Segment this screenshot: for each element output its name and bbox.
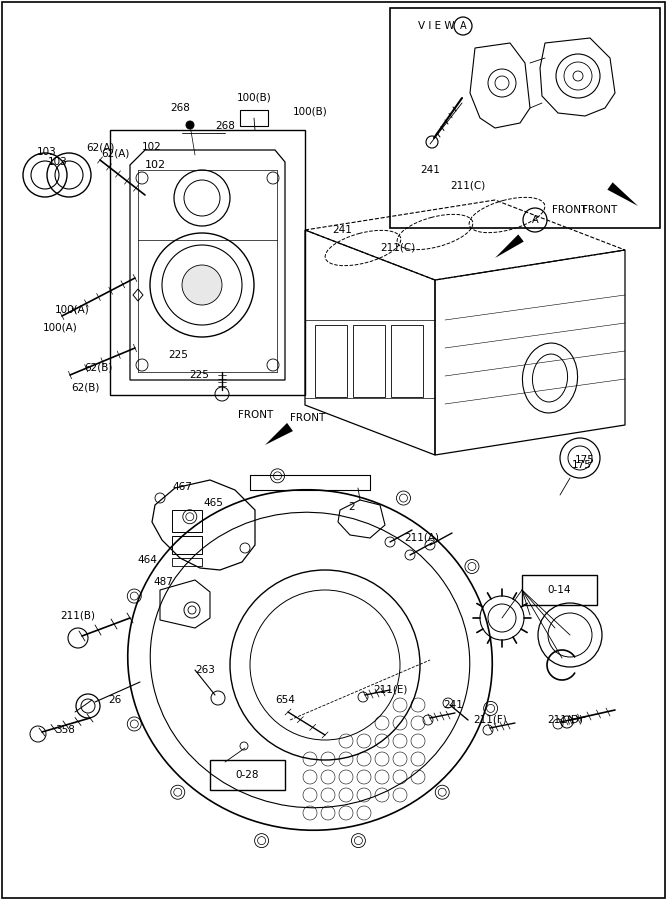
Text: 100(A): 100(A) xyxy=(55,305,89,315)
Text: 0-14: 0-14 xyxy=(547,585,571,595)
Text: 211(F): 211(F) xyxy=(473,715,507,725)
Bar xyxy=(522,575,597,605)
Text: FRONT: FRONT xyxy=(582,205,618,215)
Bar xyxy=(210,760,285,790)
Circle shape xyxy=(186,121,194,129)
Text: 467: 467 xyxy=(172,482,192,492)
Text: 102: 102 xyxy=(145,160,166,170)
Circle shape xyxy=(182,265,222,305)
Text: 100(B): 100(B) xyxy=(293,107,327,117)
Text: 263: 263 xyxy=(195,665,215,675)
Text: 211(C): 211(C) xyxy=(380,242,416,252)
Text: 62(A): 62(A) xyxy=(86,143,114,153)
Text: 358: 358 xyxy=(55,725,75,735)
Text: 225: 225 xyxy=(168,350,188,360)
Polygon shape xyxy=(608,183,638,206)
Text: 241: 241 xyxy=(332,225,352,235)
Bar xyxy=(172,510,202,532)
Text: 225: 225 xyxy=(189,370,209,380)
Text: 211(B): 211(B) xyxy=(61,611,95,621)
Bar xyxy=(315,325,347,397)
Text: 2: 2 xyxy=(349,502,356,512)
Text: FRONT: FRONT xyxy=(290,413,325,423)
Text: FRONT: FRONT xyxy=(238,410,273,420)
Text: A: A xyxy=(532,215,538,225)
Text: 175: 175 xyxy=(572,460,592,470)
Text: 241: 241 xyxy=(443,700,463,710)
Text: 26: 26 xyxy=(108,695,121,705)
Bar xyxy=(240,110,268,126)
Text: 100(A): 100(A) xyxy=(43,323,77,333)
Polygon shape xyxy=(265,423,293,445)
Text: 465: 465 xyxy=(203,498,223,508)
Text: FRONT: FRONT xyxy=(552,205,588,215)
Text: 211(E): 211(E) xyxy=(373,685,407,695)
Text: 103: 103 xyxy=(37,147,57,157)
Text: 487: 487 xyxy=(153,577,173,587)
Polygon shape xyxy=(495,234,524,258)
Bar xyxy=(110,130,305,395)
Text: 268: 268 xyxy=(215,121,235,131)
Text: 0-28: 0-28 xyxy=(235,770,259,780)
Text: 211(D): 211(D) xyxy=(547,715,583,725)
Text: 211(A): 211(A) xyxy=(404,532,440,542)
Text: 241: 241 xyxy=(420,165,440,175)
Bar xyxy=(172,536,202,554)
Text: 464: 464 xyxy=(137,555,157,565)
Bar xyxy=(391,325,423,397)
Text: 211(C): 211(C) xyxy=(450,181,486,191)
Text: 62(A): 62(A) xyxy=(101,148,129,158)
Text: 100(B): 100(B) xyxy=(237,93,271,103)
Text: V I E W: V I E W xyxy=(418,21,455,31)
Text: 102: 102 xyxy=(142,142,162,152)
Bar xyxy=(172,558,202,566)
Text: 268: 268 xyxy=(170,103,190,113)
Text: A: A xyxy=(460,21,466,31)
Bar xyxy=(353,325,385,397)
Text: 62(B): 62(B) xyxy=(71,383,99,393)
Text: 654: 654 xyxy=(275,695,295,705)
Bar xyxy=(390,8,660,228)
Text: 175: 175 xyxy=(575,455,595,465)
Text: 62(B): 62(B) xyxy=(84,363,112,373)
Text: 103: 103 xyxy=(48,157,68,167)
